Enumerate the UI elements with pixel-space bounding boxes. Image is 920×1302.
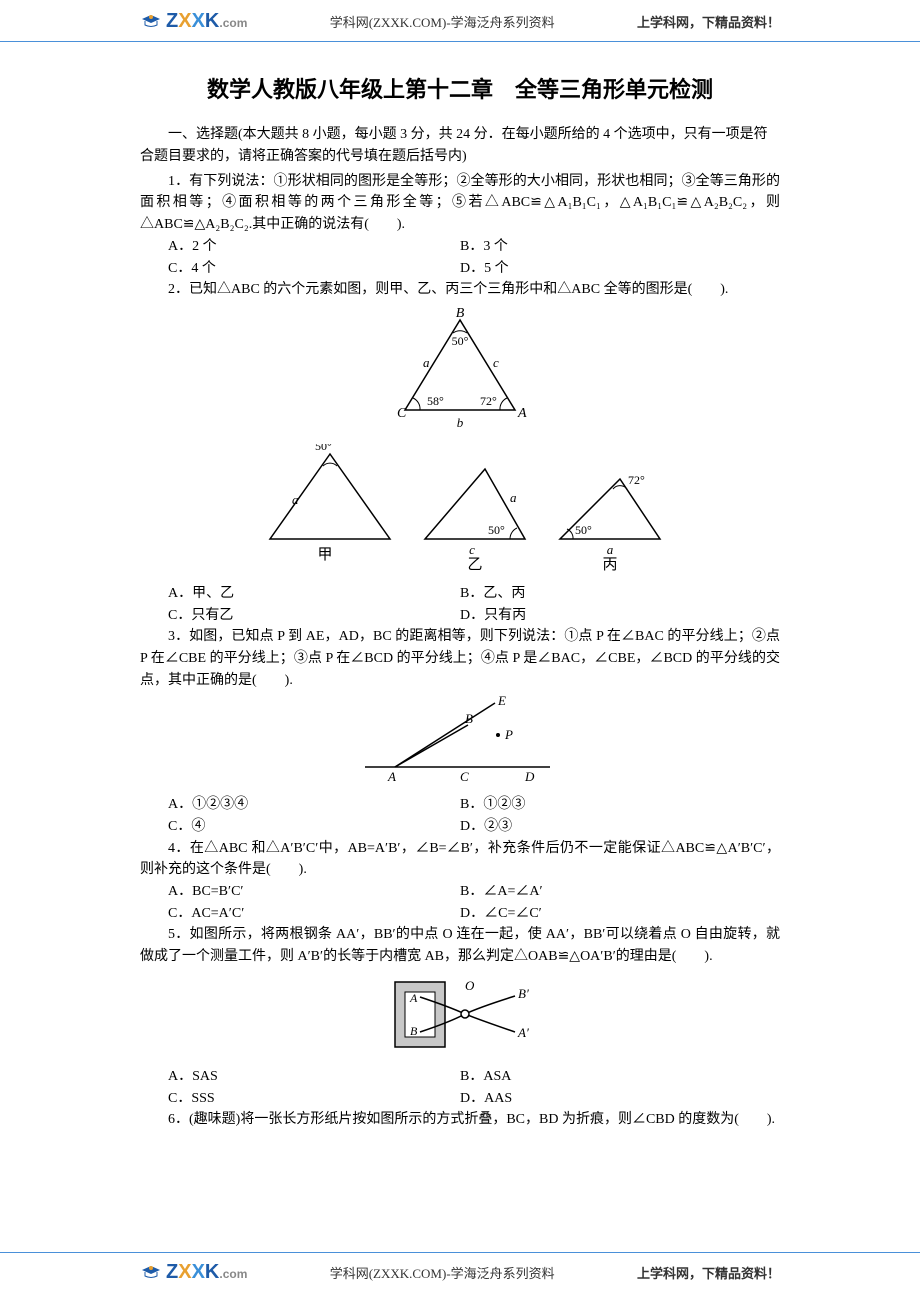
option-1d: D．5 个 [460,258,780,280]
header-center-text: 学科网(ZXXK.COM)-学海泛舟系列资料 [330,12,555,31]
svg-text:A′: A′ [517,1025,529,1040]
svg-text:50°: 50° [315,444,332,453]
option-4c: C．AC=A′C′ [140,903,460,925]
question-6-text: 6．(趣味题)将一张长方形纸片按如图所示的方式折叠，BC，BD 为折痕，则∠CB… [140,1109,780,1131]
option-3d: D．②③ [460,816,780,838]
svg-text:a: a [292,492,299,507]
option-3a: A．①②③④ [140,794,460,816]
question-1-options-row2: C．4 个 D．5 个 [140,258,780,280]
question-2-figure-triangles: 50° a 甲 a c 50° 乙 72° 50° a 丙 [140,444,780,579]
svg-text:C: C [460,769,469,784]
question-2-text: 2．已知△ABC 的六个元素如图，则甲、乙、丙三个三角形中和△ABC 全等的图形… [140,279,780,301]
svg-text:丙: 丙 [602,557,617,573]
question-2-options-row1: A．甲、乙 B．乙、丙 [140,583,780,605]
svg-text:72°: 72° [480,394,497,408]
option-5d: D．AAS [460,1088,780,1110]
option-5c: C．SSS [140,1088,460,1110]
svg-text:a: a [510,490,517,505]
svg-text:a: a [607,542,614,557]
option-1c: C．4 个 [140,258,460,280]
svg-text:C: C [397,406,407,421]
graduation-cap-icon [140,13,162,31]
svg-text:50°: 50° [488,523,505,537]
option-4b: B．∠A=∠A′ [460,881,780,903]
question-4-options-row2: C．AC=A′C′ D．∠C=∠C′ [140,903,780,925]
option-4d: D．∠C=∠C′ [460,903,780,925]
option-3c: C．④ [140,816,460,838]
question-3-text: 3．如图，已知点 P 到 AE，AD，BC 的距离相等，则下列说法：①点 P 在… [140,626,780,691]
question-2-options-row2: C．只有乙 D．只有丙 [140,605,780,627]
option-5b: B．ASA [460,1066,780,1088]
header-right-text: 上学科网，下精品资料！ [637,12,780,31]
svg-text:O: O [465,978,475,993]
svg-text:c: c [493,355,499,370]
footer-logo-text: ZXXK.com [166,1261,247,1284]
page-header: ZXXK.com 学科网(ZXXK.COM)-学海泛舟系列资料 上学科网，下精品… [0,0,920,42]
option-2a: A．甲、乙 [140,583,460,605]
svg-text:58°: 58° [427,394,444,408]
question-1-text: 1．有下列说法：①形状相同的图形是全等形；②全等形的大小相同，形状也相同；③全等… [140,171,780,236]
question-1-options-row1: A．2 个 B．3 个 [140,236,780,258]
footer-logo: ZXXK.com [140,1261,247,1284]
svg-text:B: B [410,1024,418,1038]
section-instructions: 一、选择题(本大题共 8 小题，每小题 3 分，共 24 分．在每小题所给的 4… [140,124,780,169]
question-5-text: 5．如图所示，将两根钢条 AA′，BB′的中点 O 连在一起，使 AA′，BB′… [140,924,780,967]
question-3-figure: A B E C D P [140,695,780,790]
question-3-options-row1: A．①②③④ B．①②③ [140,794,780,816]
svg-text:乙: 乙 [467,557,482,573]
question-5-options-row1: A．SAS B．ASA [140,1066,780,1088]
svg-text:50°: 50° [452,334,469,348]
document-title: 数学人教版八年级上第十二章 全等三角形单元检测 [140,72,780,104]
svg-text:A: A [387,769,396,784]
question-4-options-row1: A．BC=B′C′ B．∠A=∠A′ [140,881,780,903]
question-4-text: 4．在△ABC 和△A′B′C′中，AB=A′B′，∠B=∠B′，补充条件后仍不… [140,838,780,881]
svg-text:D: D [524,769,535,784]
footer-right-text: 上学科网，下精品资料！ [637,1263,780,1282]
svg-text:甲: 甲 [317,547,332,563]
svg-text:72°: 72° [628,473,645,487]
logo-text: ZXXK.com [166,10,247,33]
svg-text:B: B [465,711,473,726]
svg-text:A: A [517,406,527,421]
page-footer: ZXXK.com 学科网(ZXXK.COM)-学海泛舟系列资料 上学科网，下精品… [0,1252,920,1292]
question-2-figure-main: B C A a c b 50° 58° 72° [140,305,780,440]
option-1b: B．3 个 [460,236,780,258]
svg-text:c: c [469,542,475,557]
graduation-cap-icon [140,1264,162,1282]
svg-text:E: E [497,695,506,708]
svg-text:b: b [457,415,464,430]
svg-text:B′: B′ [518,986,529,1001]
option-3b: B．①②③ [460,794,780,816]
option-2d: D．只有丙 [460,605,780,627]
footer-center-text: 学科网(ZXXK.COM)-学海泛舟系列资料 [330,1263,555,1282]
question-3-options-row2: C．④ D．②③ [140,816,780,838]
svg-text:a: a [423,355,430,370]
option-2c: C．只有乙 [140,605,460,627]
question-5-figure: A B O B′ A′ [140,972,780,1062]
svg-text:50°: 50° [575,523,592,537]
logo: ZXXK.com [140,10,247,33]
option-5a: A．SAS [140,1066,460,1088]
svg-text:P: P [504,727,513,742]
svg-text:A: A [409,991,418,1005]
question-5-options-row2: C．SSS D．AAS [140,1088,780,1110]
option-4a: A．BC=B′C′ [140,881,460,903]
svg-text:B: B [456,306,465,321]
document-content: 数学人教版八年级上第十二章 全等三角形单元检测 一、选择题(本大题共 8 小题，… [0,42,920,1151]
option-2b: B．乙、丙 [460,583,780,605]
option-1a: A．2 个 [140,236,460,258]
